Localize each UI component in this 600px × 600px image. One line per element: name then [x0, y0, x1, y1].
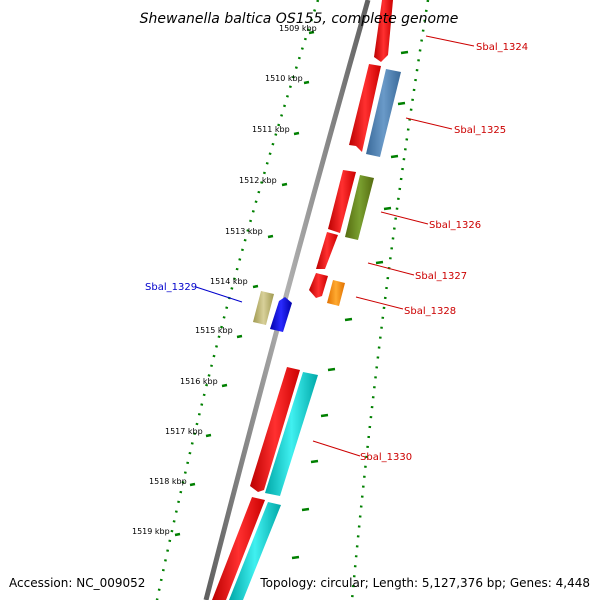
gene-label-sbal-1326[interactable]: Sbal_1326: [429, 220, 481, 231]
tick-label-1511: 1511 kbp: [252, 125, 290, 134]
gene-label-sbal-1327[interactable]: Sbal_1327: [415, 271, 467, 282]
gene-label-sbal-1328[interactable]: Sbal_1328: [404, 306, 456, 317]
gene-label-sbal-1329[interactable]: Sbal_1329: [145, 282, 197, 293]
tick-label-1515: 1515 kbp: [195, 326, 233, 335]
label-leader-lines: [195, 35, 475, 457]
gene-labels: Sbal_1324 Sbal_1325 Sbal_1326 Sbal_1327 …: [145, 42, 528, 463]
tick-label-1509: 1509 kbp: [279, 24, 317, 33]
gene-sbal-1330-cds[interactable]: [250, 367, 300, 492]
tick-label-1517: 1517 kbp: [165, 427, 203, 436]
inner-dotted-ring: [155, 0, 320, 600]
gene-sbal-1325-cds[interactable]: [349, 64, 381, 152]
outer-dotted-ring: [350, 0, 430, 600]
tick-label-1510: 1510 kbp: [265, 74, 303, 83]
accession-label: Accession: NC_009052: [9, 576, 145, 590]
gene-label-sbal-1330[interactable]: Sbal_1330: [360, 452, 412, 463]
tick-label-1518: 1518 kbp: [149, 477, 187, 486]
gene-sbal-1326[interactable]: [345, 175, 374, 240]
gene-sbal-1325[interactable]: [366, 69, 401, 157]
tick-label-1516: 1516 kbp: [180, 377, 218, 386]
gene-label-sbal-1324[interactable]: Sbal_1324: [476, 42, 528, 53]
gene-label-sbal-1325[interactable]: Sbal_1325: [454, 125, 506, 136]
position-tick-labels: 1509 kbp 1510 kbp 1511 kbp 1512 kbp 1513…: [132, 24, 317, 536]
gene-sbal-1328[interactable]: [327, 280, 345, 306]
gene-bottom-cyan[interactable]: [229, 502, 281, 600]
outer-tick-marks: [291, 50, 409, 560]
tick-label-1513: 1513 kbp: [225, 227, 263, 236]
gene-sbal-1326-cds[interactable]: [328, 170, 356, 233]
gene-sbal-1327[interactable]: [316, 232, 338, 269]
gene-bottom-red[interactable]: [212, 497, 265, 600]
tick-label-1519: 1519 kbp: [132, 527, 170, 536]
tick-label-1514: 1514 kbp: [210, 277, 248, 286]
tick-label-1512: 1512 kbp: [239, 176, 277, 185]
page-title: Shewanella baltica OS155, complete genom…: [140, 11, 459, 27]
genome-info: Topology: circular; Length: 5,127,376 bp…: [259, 576, 590, 590]
gene-sbal-1329-khaki[interactable]: [253, 291, 274, 325]
gene-sbal-1329[interactable]: [270, 297, 292, 332]
gene-sbal-1330[interactable]: [265, 372, 318, 496]
inner-tick-marks: [174, 30, 315, 537]
gene-sbal-1328-cds[interactable]: [309, 273, 328, 298]
gene-sbal-1324[interactable]: [374, 0, 393, 62]
